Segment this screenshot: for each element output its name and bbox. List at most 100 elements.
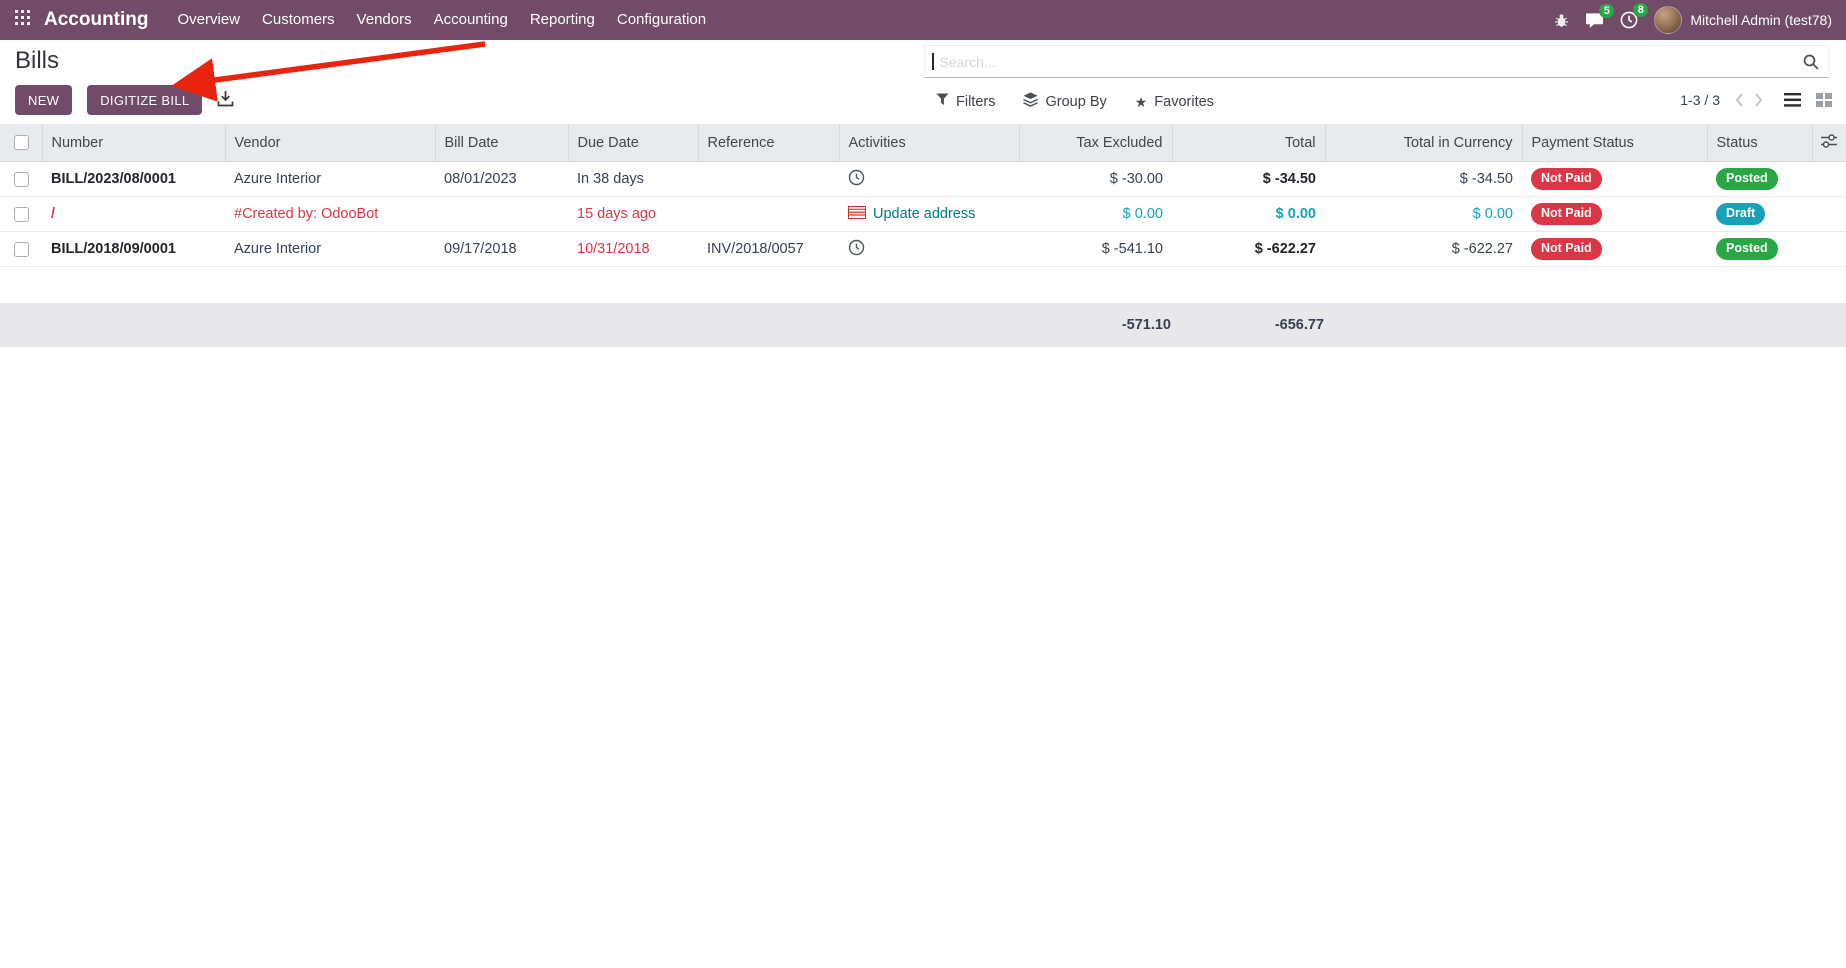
- text-cursor: [932, 53, 934, 70]
- cell-bill-date: [435, 196, 568, 232]
- bills-table: Number Vendor Bill Date Due Date Referen…: [0, 124, 1846, 347]
- column-header-tax-excluded[interactable]: Tax Excluded: [1018, 124, 1172, 162]
- search-input[interactable]: [933, 53, 1803, 70]
- new-button[interactable]: NEW: [15, 85, 73, 115]
- cell-vendor: Azure Interior: [225, 231, 435, 267]
- column-header-payment-status[interactable]: Payment Status: [1521, 124, 1707, 162]
- row-checkbox[interactable]: [14, 241, 29, 257]
- menu-item-vendors[interactable]: Vendors: [356, 11, 412, 28]
- systray: 5 8 Mitchell Admin (test78): [1554, 3, 1846, 34]
- row-checkbox[interactable]: [14, 206, 29, 222]
- table-row[interactable]: BILL/2023/08/0001 Azure Interior 08/01/2…: [0, 161, 1846, 197]
- activities-count-badge: 8: [1633, 3, 1649, 17]
- cell-payment-status: Not Paid: [1522, 231, 1707, 267]
- messages-icon[interactable]: 5: [1585, 3, 1615, 29]
- pager-next-button[interactable]: [1749, 93, 1768, 107]
- cell-tax-excluded: $ 0.00: [1019, 196, 1172, 232]
- favorites-button[interactable]: ★ Favorites: [1135, 94, 1214, 110]
- column-header-reference[interactable]: Reference: [697, 124, 839, 162]
- column-header-activities[interactable]: Activities: [838, 124, 1019, 162]
- status-badge: Posted: [1716, 168, 1778, 190]
- sliders-icon: [1821, 133, 1838, 152]
- cell-activities: [839, 161, 1019, 197]
- table-row[interactable]: BILL/2018/09/0001 Azure Interior 09/17/2…: [0, 231, 1846, 267]
- upload-bill-button[interactable]: [217, 90, 234, 110]
- cell-total-in-currency: $ 0.00: [1325, 196, 1522, 232]
- table-header: Number Vendor Bill Date Due Date Referen…: [0, 124, 1846, 162]
- cell-total: $ 0.00: [1172, 196, 1325, 232]
- debug-bug-icon[interactable]: [1554, 13, 1569, 28]
- user-menu[interactable]: Mitchell Admin (test78): [1654, 6, 1832, 34]
- cell-number: /: [42, 196, 225, 232]
- cell-number: BILL/2018/09/0001: [42, 231, 225, 267]
- column-header-bill-date[interactable]: Bill Date: [434, 124, 568, 162]
- cell-status: Posted: [1707, 161, 1812, 197]
- payment-status-badge: Not Paid: [1531, 238, 1602, 260]
- cell-tax-excluded: $ -541.10: [1019, 231, 1172, 267]
- optional-columns-button[interactable]: [1811, 124, 1846, 162]
- cell-reference: [698, 196, 839, 232]
- digitize-bill-button[interactable]: DIGITIZE BILL: [87, 85, 203, 115]
- pager: 1-3 / 3: [1680, 92, 1832, 108]
- cell-spacer: [1812, 196, 1846, 232]
- download-tray-icon: [217, 90, 234, 110]
- search-icon[interactable]: [1803, 54, 1819, 70]
- empty-row: [0, 266, 1846, 303]
- group-by-button[interactable]: Group By: [1023, 92, 1107, 111]
- activity-clock-icon[interactable]: [848, 239, 865, 260]
- menu-item-accounting[interactable]: Accounting: [433, 11, 508, 28]
- activity-mail-icon[interactable]: [848, 205, 866, 223]
- funnel-icon: [936, 93, 949, 110]
- row-select-cell: [0, 196, 42, 232]
- filters-label: Filters: [956, 93, 996, 110]
- kanban-view-icon[interactable]: [1816, 93, 1832, 107]
- column-header-total-in-currency[interactable]: Total in Currency: [1324, 124, 1522, 162]
- aggregate-total: -656.77: [1172, 303, 1325, 347]
- cell-bill-date: 08/01/2023: [435, 161, 568, 197]
- control-panel-bottom: NEW DIGITIZE BILL Filters: [0, 82, 1846, 124]
- cell-payment-status: Not Paid: [1522, 161, 1707, 197]
- activity-link[interactable]: Update address: [873, 206, 976, 222]
- row-checkbox[interactable]: [14, 171, 29, 187]
- aggregate-row: -571.10 -656.77: [0, 303, 1846, 347]
- app-name[interactable]: Accounting: [44, 9, 149, 30]
- group-by-label: Group By: [1045, 93, 1107, 110]
- column-header-number[interactable]: Number: [41, 124, 225, 162]
- cell-reference: INV/2018/0057: [698, 231, 839, 267]
- menu-item-reporting[interactable]: Reporting: [529, 11, 595, 28]
- payment-status-badge: Not Paid: [1531, 168, 1602, 190]
- cell-payment-status: Not Paid: [1522, 196, 1707, 232]
- aggregate-tax-excluded: -571.10: [1019, 303, 1172, 347]
- cell-spacer: [1812, 231, 1846, 267]
- cell-spacer: [1812, 161, 1846, 197]
- user-name: Mitchell Admin (test78): [1690, 12, 1832, 28]
- cell-due-date: 15 days ago: [568, 196, 698, 232]
- column-header-status[interactable]: Status: [1706, 124, 1812, 162]
- activities-clock-icon[interactable]: 8: [1620, 3, 1649, 29]
- menu-item-customers[interactable]: Customers: [262, 11, 335, 28]
- column-header-vendor[interactable]: Vendor: [224, 124, 435, 162]
- payment-status-badge: Not Paid: [1531, 203, 1602, 225]
- search-bar: [924, 45, 1829, 78]
- menu-item-configuration[interactable]: Configuration: [616, 11, 707, 28]
- column-header-total[interactable]: Total: [1171, 124, 1325, 162]
- avatar: [1654, 6, 1683, 34]
- list-view-icon[interactable]: [1784, 93, 1801, 107]
- activity-clock-icon[interactable]: [848, 169, 865, 190]
- filters-button[interactable]: Filters: [936, 93, 995, 110]
- cell-activities: Update address: [839, 196, 1019, 232]
- menu-item-overview[interactable]: Overview: [177, 11, 241, 28]
- table-row[interactable]: / #Created by: OdooBot 15 days ago Updat…: [0, 196, 1846, 232]
- select-all-checkbox[interactable]: [14, 135, 29, 151]
- page-title: Bills: [15, 47, 60, 74]
- pager-previous-button[interactable]: [1730, 93, 1749, 107]
- apps-menu-button[interactable]: [0, 0, 44, 40]
- row-select-cell: [0, 231, 42, 267]
- cell-total-in-currency: $ -622.27: [1325, 231, 1522, 267]
- pager-range: 1-3 / 3: [1680, 92, 1720, 108]
- cell-vendor: Azure Interior: [225, 161, 435, 197]
- column-header-due-date[interactable]: Due Date: [567, 124, 698, 162]
- cell-due-date: 10/31/2018: [568, 231, 698, 267]
- action-buttons: NEW DIGITIZE BILL: [15, 85, 234, 115]
- row-select-cell: [0, 161, 42, 197]
